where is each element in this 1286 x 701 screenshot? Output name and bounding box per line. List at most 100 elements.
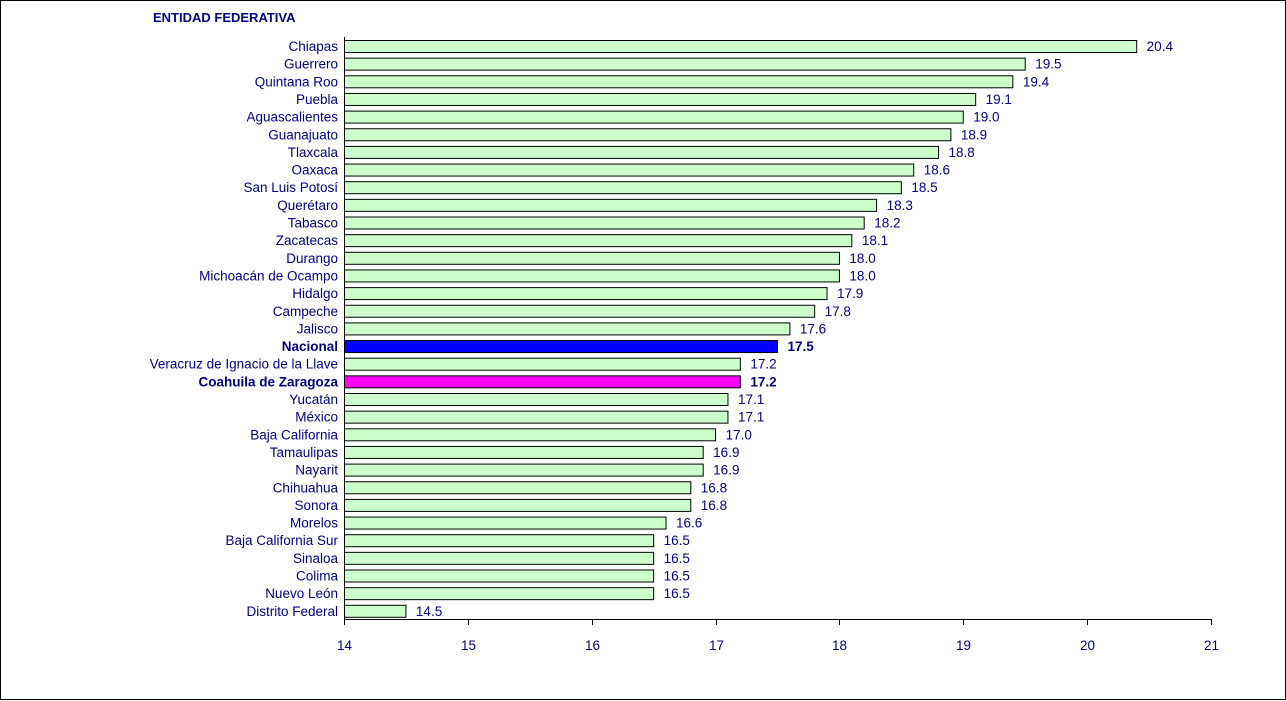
category-label-hidalgo: Hidalgo <box>292 286 338 301</box>
value-label-guanajuato: 18.9 <box>961 127 987 142</box>
category-label-chiapas: Chiapas <box>288 39 338 54</box>
value-label-chihuahua: 16.8 <box>701 480 727 495</box>
x-tick-label-14: 14 <box>337 638 353 653</box>
x-tick-label-19: 19 <box>956 638 971 653</box>
value-label-yucatan: 17.1 <box>738 392 764 407</box>
x-tick-label-16: 16 <box>585 638 600 653</box>
bar-campeche <box>344 304 816 318</box>
value-label-mexico: 17.1 <box>738 410 764 425</box>
x-tick-label-20: 20 <box>1080 638 1095 653</box>
value-label-coahuila-de-zaragoza: 17.2 <box>750 374 776 389</box>
value-label-michoacan-de-ocampo: 18.0 <box>849 268 875 283</box>
category-label-nuevo-leon: Nuevo León <box>265 586 338 601</box>
value-label-tlaxcala: 18.8 <box>949 145 975 160</box>
value-label-aguascalientes: 19.0 <box>973 110 999 125</box>
bar-nuevo-leon <box>344 587 655 601</box>
x-tick-label-17: 17 <box>709 638 724 653</box>
bar-morelos <box>344 516 667 530</box>
bar-quintana-roo <box>344 75 1014 89</box>
value-label-veracruz-de-ignacio-de-la-llave: 17.2 <box>750 357 776 372</box>
value-label-puebla: 19.1 <box>986 92 1012 107</box>
category-label-nacional: Nacional <box>282 339 338 354</box>
bar-sonora <box>344 498 692 512</box>
value-label-guerrero: 19.5 <box>1035 57 1061 72</box>
category-label-mexico: México <box>295 410 338 425</box>
category-label-veracruz-de-ignacio-de-la-llave: Veracruz de Ignacio de la Llave <box>150 357 338 372</box>
category-label-tabasco: Tabasco <box>288 216 338 231</box>
bar-tamaulipas <box>344 445 704 459</box>
value-label-baja-california: 17.0 <box>726 427 752 442</box>
bar-chiapas <box>344 40 1138 53</box>
value-label-campeche: 17.8 <box>825 304 851 319</box>
value-label-chiapas: 20.4 <box>1147 39 1174 54</box>
bar-baja-california <box>344 428 717 442</box>
bar-jalisco <box>344 322 791 336</box>
bar-veracruz-de-ignacio-de-la-llave <box>344 357 741 371</box>
bar-baja-california-sur <box>344 534 655 548</box>
bar-tlaxcala <box>344 145 940 159</box>
category-label-tlaxcala: Tlaxcala <box>288 145 339 160</box>
category-label-tamaulipas: Tamaulipas <box>270 445 339 460</box>
bar-guerrero <box>344 57 1026 71</box>
category-label-jalisco: Jalisco <box>297 321 338 336</box>
x-tick-label-15: 15 <box>461 638 476 653</box>
bar-chihuahua <box>344 481 692 495</box>
value-label-sinaloa: 16.5 <box>664 551 690 566</box>
bar-oaxaca <box>344 163 915 177</box>
value-label-colima: 16.5 <box>664 569 690 584</box>
category-label-distrito-federal: Distrito Federal <box>246 604 338 619</box>
category-label-baja-california-sur: Baja California Sur <box>225 533 338 548</box>
category-label-durango: Durango <box>286 251 338 266</box>
value-label-zacatecas: 18.1 <box>862 233 888 248</box>
bar-coahuila-de-zaragoza <box>344 375 741 389</box>
value-label-nacional: 17.5 <box>788 339 815 354</box>
category-label-coahuila-de-zaragoza: Coahuila de Zaragoza <box>198 374 338 389</box>
category-label-chihuahua: Chihuahua <box>273 480 339 495</box>
value-label-morelos: 16.6 <box>676 516 702 531</box>
bar-nacional <box>344 340 778 354</box>
bar-yucatan <box>344 393 729 406</box>
bar-colima <box>344 569 655 583</box>
bar-zacatecas <box>344 234 853 248</box>
bar-queretaro <box>344 198 878 212</box>
category-label-sinaloa: Sinaloa <box>293 551 339 566</box>
value-label-tabasco: 18.2 <box>874 216 900 231</box>
value-label-durango: 18.0 <box>849 251 875 266</box>
x-axis: 14 15 16 17 18 19 20 21 <box>337 37 1219 653</box>
x-tick-label-21: 21 <box>1204 638 1219 653</box>
bar-nayarit <box>344 463 704 477</box>
category-label-aguascalientes: Aguascalientes <box>246 110 338 125</box>
value-label-nayarit: 16.9 <box>713 463 739 478</box>
value-label-jalisco: 17.6 <box>800 321 826 336</box>
value-label-san-luis-potosi: 18.5 <box>911 180 937 195</box>
bar-distrito-federal <box>344 604 407 618</box>
category-label-san-luis-potosi: San Luis Potosí <box>243 180 338 195</box>
bar-hidalgo <box>344 287 828 301</box>
bar-puebla <box>344 92 977 106</box>
category-label-queretaro: Querétaro <box>277 198 338 213</box>
category-label-baja-california: Baja California <box>250 427 338 442</box>
bar-guanajuato <box>344 128 952 142</box>
chart-title: ENTIDAD FEDERATIVA <box>153 10 296 25</box>
category-label-nayarit: Nayarit <box>295 463 338 478</box>
value-label-oaxaca: 18.6 <box>924 163 950 178</box>
bar-aguascalientes <box>344 110 964 124</box>
value-label-baja-california-sur: 16.5 <box>664 533 690 548</box>
bar-san-luis-potosi <box>344 181 902 195</box>
category-label-quintana-roo: Quintana Roo <box>255 74 338 89</box>
category-label-campeche: Campeche <box>273 304 338 319</box>
category-label-morelos: Morelos <box>290 516 338 531</box>
category-label-colima: Colima <box>296 569 339 584</box>
category-label-yucatan: Yucatán <box>289 392 338 407</box>
value-label-quintana-roo: 19.4 <box>1023 74 1050 89</box>
category-label-puebla: Puebla <box>296 92 339 107</box>
bars-layer: Chiapas 20.4 Guerrero 19.5 Quintana Roo 19.4 P… <box>150 39 1174 619</box>
category-label-zacatecas: Zacatecas <box>276 233 339 248</box>
bar-sinaloa <box>344 551 655 565</box>
value-label-sonora: 16.8 <box>701 498 727 513</box>
value-label-distrito-federal: 14.5 <box>416 604 442 619</box>
value-label-queretaro: 18.3 <box>887 198 913 213</box>
bar-michoacan-de-ocampo <box>344 269 840 283</box>
